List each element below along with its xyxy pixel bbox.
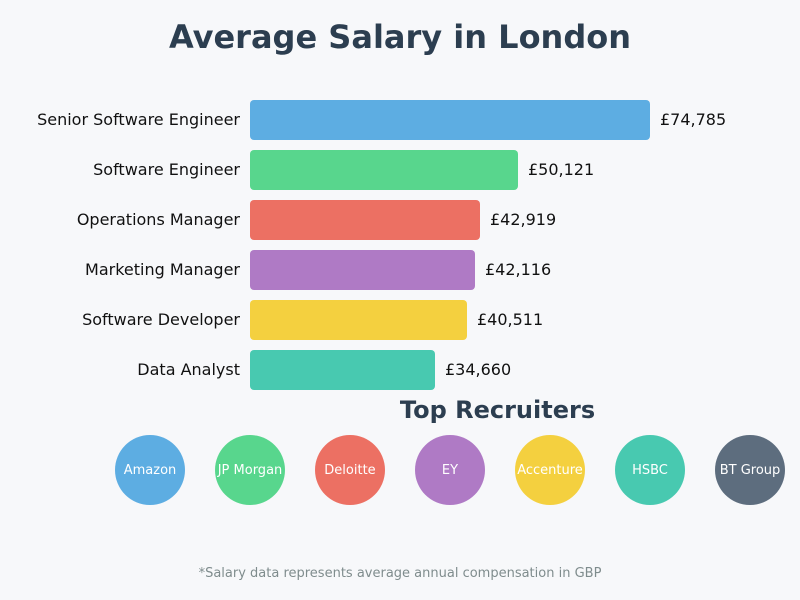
chart-title: Average Salary in London (168, 18, 631, 56)
bar (250, 100, 650, 140)
recruiter-badge: EY (415, 435, 485, 505)
recruiter-badge: Amazon (115, 435, 185, 505)
bar-value-label: £40,511 (477, 310, 544, 329)
bar-row: Marketing Manager £42,116 (0, 250, 800, 290)
bar-row: Software Engineer £50,121 (0, 150, 800, 190)
recruiter-badge: Accenture (515, 435, 585, 505)
bar (250, 300, 467, 340)
bar-label: Software Developer (82, 310, 240, 329)
bar-row: Software Developer £40,511 (0, 300, 800, 340)
recruiter-badge: HSBC (615, 435, 685, 505)
bar-label: Data Analyst (137, 360, 240, 379)
bar-row: Operations Manager £42,919 (0, 200, 800, 240)
recruiters-title: Top Recruiters (399, 396, 596, 424)
recruiter-badge: JP Morgan (215, 435, 285, 505)
footnote: *Salary data represents average annual c… (198, 566, 602, 581)
bar-label: Senior Software Engineer (37, 110, 240, 129)
bar-row: Data Analyst £34,660 (0, 350, 800, 390)
bar-row: Senior Software Engineer £74,785 (0, 100, 800, 140)
recruiter-badge: BT Group (715, 435, 785, 505)
bar-label: Operations Manager (76, 210, 240, 229)
bar-value-label: £50,121 (528, 160, 595, 179)
bar-label: Marketing Manager (85, 260, 240, 279)
recruiter-badge: Deloitte (315, 435, 385, 505)
bar-value-label: £34,660 (445, 360, 512, 379)
bar-label: Software Engineer (93, 160, 240, 179)
bar (250, 150, 518, 190)
bar-value-label: £74,785 (660, 110, 727, 129)
bar-value-label: £42,919 (490, 210, 557, 229)
bar (250, 200, 480, 240)
bar (250, 350, 435, 390)
bar (250, 250, 475, 290)
bar-value-label: £42,116 (485, 260, 552, 279)
